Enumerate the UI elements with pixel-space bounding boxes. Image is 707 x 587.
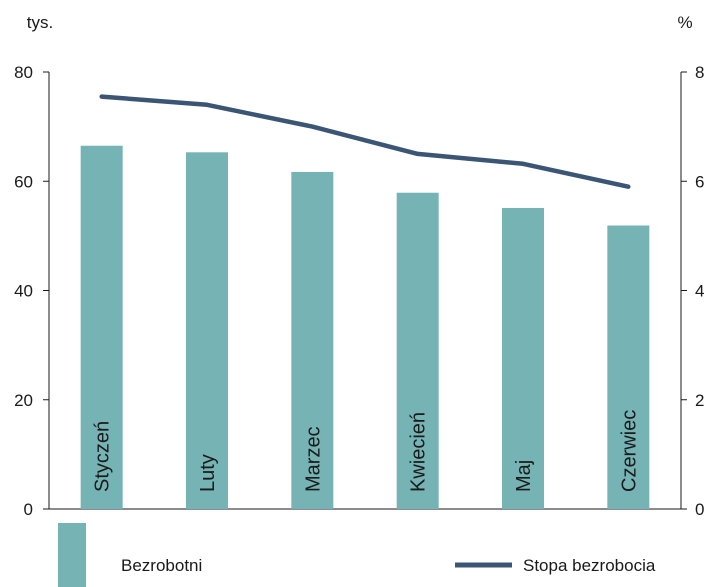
left-axis-ticks: 0 20 40 60 80 xyxy=(14,63,49,519)
legend-line-label: Stopa bezrobocia xyxy=(523,556,656,575)
category-label: Maj xyxy=(513,460,535,492)
right-tick-label: 2 xyxy=(695,391,704,410)
legend: Bezrobotni Stopa bezrobocia xyxy=(58,523,656,587)
right-tick-label: 6 xyxy=(695,172,704,191)
right-axis-ticks: 0 2 4 6 8 xyxy=(681,63,704,519)
bar xyxy=(80,145,123,509)
right-tick-label: 4 xyxy=(695,282,704,301)
line-series xyxy=(99,94,631,189)
left-tick-label: 60 xyxy=(14,172,33,191)
left-tick-label: 80 xyxy=(14,63,33,82)
category-label: Luty xyxy=(197,454,219,492)
bar xyxy=(607,225,650,509)
legend-bar-label: Bezrobotni xyxy=(121,556,202,575)
right-axis-unit: % xyxy=(677,13,692,32)
right-tick-label: 8 xyxy=(695,63,704,82)
left-tick-label: 0 xyxy=(24,500,33,519)
category-label: Czerwiec xyxy=(618,410,640,492)
bar xyxy=(396,192,439,509)
legend-bar-swatch xyxy=(58,523,86,587)
bar xyxy=(186,152,228,509)
line-path xyxy=(99,94,631,189)
category-labels: Styczeń Luty Marzec Kwiecień Maj Czerwiec xyxy=(92,410,641,492)
left-tick-label: 20 xyxy=(14,391,33,410)
right-tick-label: 0 xyxy=(695,500,704,519)
bar xyxy=(502,208,544,510)
left-axis-unit: tys. xyxy=(27,13,53,32)
category-label: Styczeń xyxy=(92,421,114,492)
bar-series xyxy=(80,145,650,510)
category-label: Marzec xyxy=(302,426,324,492)
left-tick-label: 40 xyxy=(14,282,33,301)
category-label: Kwiecień xyxy=(408,412,430,492)
bar xyxy=(291,171,334,509)
